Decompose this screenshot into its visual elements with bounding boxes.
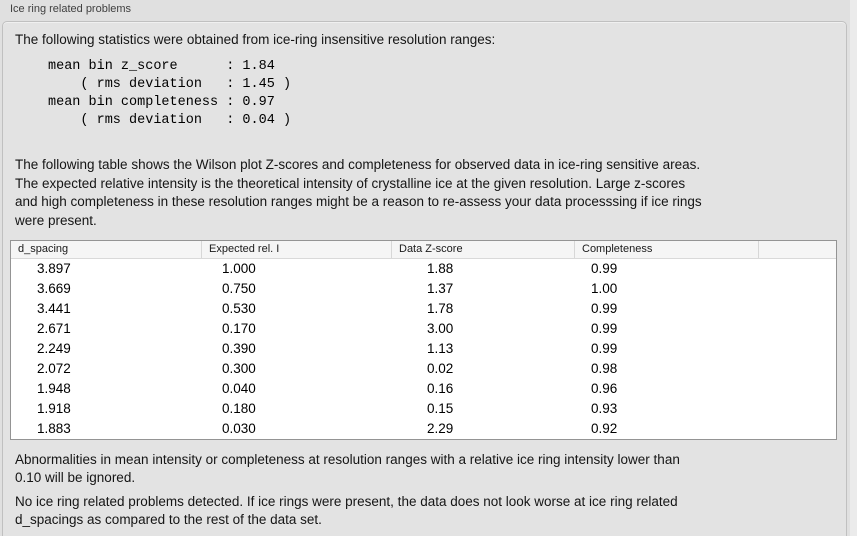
conclusion-text: No ice ring related problems detected. I… — [15, 494, 678, 527]
table-cell: 2.29 — [427, 421, 454, 436]
table-cell: 2.671 — [37, 321, 71, 336]
table-cell: 0.170 — [222, 321, 256, 336]
table-cell: 0.16 — [427, 381, 454, 396]
table-cell: 1.78 — [427, 301, 454, 316]
table-cell: 0.180 — [222, 401, 256, 416]
table-cell: 2.249 — [37, 341, 71, 356]
table-cell: 1.883 — [37, 421, 71, 436]
table-cell: 3.669 — [37, 281, 71, 296]
table-cell: 3.441 — [37, 301, 71, 316]
ignore-note-text: Abnormalities in mean intensity or compl… — [15, 452, 680, 485]
table-row[interactable]: 1.918 0.180 0.15 0.93 — [11, 399, 836, 419]
column-header[interactable]: Data Z-score — [391, 241, 574, 258]
column-header[interactable] — [758, 241, 836, 258]
table-row[interactable]: 2.249 0.390 1.13 0.99 — [11, 339, 836, 359]
table-cell: 0.99 — [591, 341, 618, 356]
table-cell: 3.897 — [37, 261, 71, 276]
column-header[interactable]: d_spacing — [18, 243, 69, 255]
table-body: 3.897 1.000 1.88 0.99 3.669 0.750 1.37 1.00 3.44… — [11, 259, 836, 439]
table-row[interactable]: 1.948 0.040 0.16 0.96 — [11, 379, 836, 399]
table-cell: 0.02 — [427, 361, 454, 376]
ice-ring-group-box: The following statistics were obtained f… — [2, 21, 847, 536]
table-cell: 0.96 — [591, 381, 618, 396]
panel-title: Ice ring related problems — [10, 3, 132, 15]
table-row[interactable]: 3.669 0.750 1.37 1.00 — [11, 279, 836, 299]
ice-ring-table: d_spacing Expected rel. I Data Z-score Comp… — [10, 240, 837, 440]
table-cell: 1.88 — [427, 261, 454, 276]
table-row[interactable]: 2.072 0.300 0.02 0.98 — [11, 359, 836, 379]
column-header[interactable]: Expected rel. I — [201, 241, 391, 258]
table-row[interactable]: 3.441 0.530 1.78 0.99 — [11, 299, 836, 319]
table-cell: 1.37 — [427, 281, 454, 296]
table-cell: 1.948 — [37, 381, 71, 396]
table-cell: 1.918 — [37, 401, 71, 416]
table-cell: 0.99 — [591, 261, 618, 276]
table-row[interactable]: 3.897 1.000 1.88 0.99 — [11, 259, 836, 279]
table-cell: 0.390 — [222, 341, 256, 356]
table-cell: 1.00 — [591, 281, 618, 296]
table-cell: 0.530 — [222, 301, 256, 316]
table-cell: 0.750 — [222, 281, 256, 296]
table-cell: 0.92 — [591, 421, 618, 436]
stats-values-block: mean bin z_score : 1.84 ( rms deviation … — [48, 59, 292, 128]
table-cell: 0.030 — [222, 421, 256, 436]
table-cell: 0.98 — [591, 361, 618, 376]
table-intro-text: The following table shows the Wilson plo… — [15, 157, 702, 228]
table-cell: 0.300 — [222, 361, 256, 376]
table-cell: 0.15 — [427, 401, 454, 416]
table-cell: 1.000 — [222, 261, 256, 276]
table-cell: 0.99 — [591, 321, 618, 336]
column-header[interactable]: Completeness — [574, 241, 758, 258]
stats-intro-text: The following statistics were obtained f… — [15, 32, 496, 47]
table-cell: 2.072 — [37, 361, 71, 376]
window-edge-strip — [850, 0, 857, 536]
table-cell: 0.93 — [591, 401, 618, 416]
table-cell: 3.00 — [427, 321, 454, 336]
table-row[interactable]: 1.883 0.030 2.29 0.92 — [11, 419, 836, 439]
table-header-row: d_spacing Expected rel. I Data Z-score Comp… — [11, 241, 836, 259]
table-cell: 0.99 — [591, 301, 618, 316]
table-cell: 0.040 — [222, 381, 256, 396]
table-row[interactable]: 2.671 0.170 3.00 0.99 — [11, 319, 836, 339]
table-cell: 1.13 — [427, 341, 454, 356]
